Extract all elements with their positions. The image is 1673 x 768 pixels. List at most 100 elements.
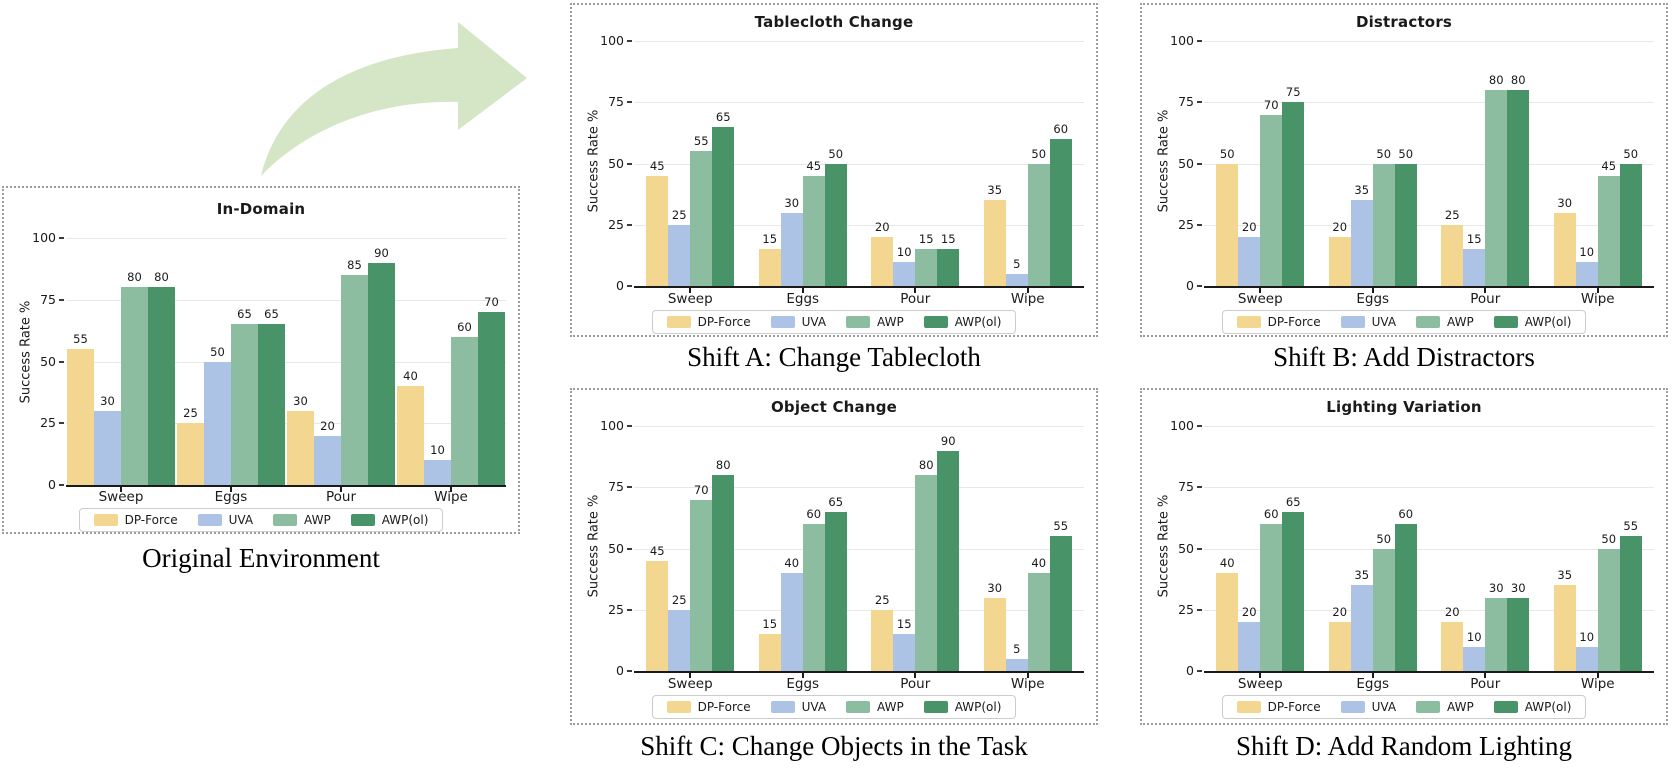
legend-item: DP-Force bbox=[666, 700, 751, 714]
bar-value-label: 40 bbox=[403, 369, 418, 384]
y-tick-mark bbox=[627, 162, 632, 165]
caption-original-environment: Original Environment bbox=[142, 543, 380, 573]
legend-label: AWP(ol) bbox=[954, 315, 1002, 329]
bar bbox=[1027, 573, 1050, 671]
x-tick-mark bbox=[1484, 673, 1487, 678]
y-tick-label: 75 bbox=[608, 94, 624, 110]
legend-box: DP-Force UVA AWP AWP(ol) bbox=[651, 310, 1017, 334]
bar bbox=[1372, 163, 1395, 286]
x-tick-mark bbox=[689, 288, 692, 293]
bar-value-label: 60 bbox=[806, 507, 822, 521]
bar-value-label: 15 bbox=[762, 232, 778, 247]
y-tick-mark bbox=[627, 547, 632, 550]
chart-title: Distractors bbox=[1355, 13, 1453, 31]
x-tick-label: Pour bbox=[900, 291, 931, 307]
bar bbox=[1441, 224, 1464, 286]
bar bbox=[258, 324, 285, 485]
x-tick-label: Eggs bbox=[1356, 676, 1390, 692]
bar bbox=[646, 560, 669, 671]
legend-item: AWP bbox=[1416, 700, 1474, 714]
x-tick-mark bbox=[1596, 288, 1599, 293]
legend-item: AWP bbox=[273, 513, 331, 527]
y-tick-mark bbox=[1197, 547, 1202, 550]
x-tick-label: Sweep bbox=[1237, 676, 1283, 692]
y-tick-label: 50 bbox=[1178, 155, 1194, 171]
legend-label: AWP bbox=[877, 315, 904, 329]
legend-swatch bbox=[923, 316, 948, 328]
x-tick-label: Pour bbox=[900, 676, 931, 692]
bar-value-label: 20 bbox=[1241, 220, 1257, 234]
bar bbox=[668, 609, 691, 671]
bar bbox=[1282, 511, 1305, 671]
x-tick-mark bbox=[1484, 288, 1487, 293]
legend-item: DP-Force bbox=[666, 315, 751, 329]
bar bbox=[690, 499, 713, 671]
y-tick-mark bbox=[59, 360, 64, 363]
x-axis-labels: Sweep Eggs Pour Wipe bbox=[1204, 676, 1654, 692]
bar-value-label: 20 bbox=[874, 220, 890, 234]
bar-value-label: 15 bbox=[1466, 232, 1482, 247]
panel-tablecloth-change: Tablecloth Change Success Rate % 0 25 50 75… bbox=[570, 3, 1098, 337]
bar-value-label: 35 bbox=[1354, 183, 1370, 198]
y-tick-mark bbox=[59, 422, 64, 425]
bar-value-label: 60 bbox=[1398, 507, 1414, 521]
x-tick-label: Eggs bbox=[786, 291, 820, 307]
bar bbox=[1260, 524, 1283, 671]
bar-value-label: 50 bbox=[828, 146, 844, 161]
bar-value-label: 30 bbox=[1557, 195, 1573, 210]
bar bbox=[287, 410, 314, 485]
legend: DP-Force UVA AWP AWP(ol) bbox=[4, 508, 518, 532]
x-tick-label: Pour bbox=[1470, 291, 1501, 307]
y-tick-mark bbox=[59, 237, 64, 239]
y-tick-label: 100 bbox=[1170, 418, 1194, 433]
bar-value-label: 40 bbox=[1031, 556, 1047, 570]
x-tick-mark bbox=[1259, 673, 1262, 678]
bar-value-label: 5 bbox=[1013, 641, 1021, 656]
bar-value-label: 35 bbox=[1557, 568, 1573, 583]
bar-value-label: 25 bbox=[1444, 207, 1460, 222]
bar bbox=[1350, 200, 1373, 286]
bar bbox=[478, 312, 505, 485]
bar bbox=[824, 163, 847, 286]
grid-line bbox=[634, 609, 1084, 611]
bar bbox=[893, 634, 916, 671]
y-tick-label: 100 bbox=[600, 33, 624, 48]
bar bbox=[1619, 163, 1642, 286]
y-tick-mark bbox=[627, 223, 632, 226]
bar-value-label: 75 bbox=[1285, 85, 1301, 100]
bar bbox=[424, 460, 451, 485]
bar-value-label: 65 bbox=[828, 494, 844, 509]
bar bbox=[1485, 90, 1508, 286]
y-tick-mark bbox=[1197, 608, 1202, 611]
y-tick-mark bbox=[59, 298, 64, 301]
x-tick-label: Sweep bbox=[667, 291, 713, 307]
bar-value-label: 35 bbox=[987, 183, 1003, 198]
grid-line bbox=[1204, 548, 1654, 550]
legend-item: AWP(ol) bbox=[1493, 700, 1571, 714]
legend-swatch bbox=[846, 701, 871, 713]
bar-value-label: 30 bbox=[987, 580, 1003, 595]
bar bbox=[1463, 249, 1486, 286]
bar-value-label: 15 bbox=[762, 617, 778, 632]
panel-lighting-variation: Lighting Variation Success Rate % 0 25 50 7… bbox=[1140, 388, 1668, 725]
bar bbox=[148, 287, 175, 485]
bar bbox=[1463, 646, 1486, 671]
y-tick-mark bbox=[627, 670, 632, 672]
x-tick-mark bbox=[450, 487, 452, 492]
y-axis-label: Success Rate % bbox=[18, 300, 34, 404]
x-tick-label: Pour bbox=[325, 489, 357, 505]
bar-value-label: 50 bbox=[210, 344, 225, 359]
bar bbox=[937, 249, 960, 286]
x-tick-label: Wipe bbox=[1580, 676, 1615, 692]
x-axis-labels: Sweep Eggs Pour Wipe bbox=[634, 291, 1084, 307]
legend-item: UVA bbox=[1340, 315, 1396, 329]
y-tick-mark bbox=[1197, 223, 1202, 226]
x-tick-mark bbox=[340, 487, 342, 492]
bar-value-label: 10 bbox=[896, 244, 912, 259]
bar-value-label: 55 bbox=[693, 134, 709, 149]
x-tick-mark bbox=[1371, 288, 1374, 293]
bar-value-label: 35 bbox=[1354, 568, 1370, 583]
bar-value-label: 50 bbox=[1623, 146, 1639, 161]
legend: DP-Force UVA AWP AWP(ol) bbox=[572, 695, 1096, 719]
bar bbox=[121, 287, 148, 485]
